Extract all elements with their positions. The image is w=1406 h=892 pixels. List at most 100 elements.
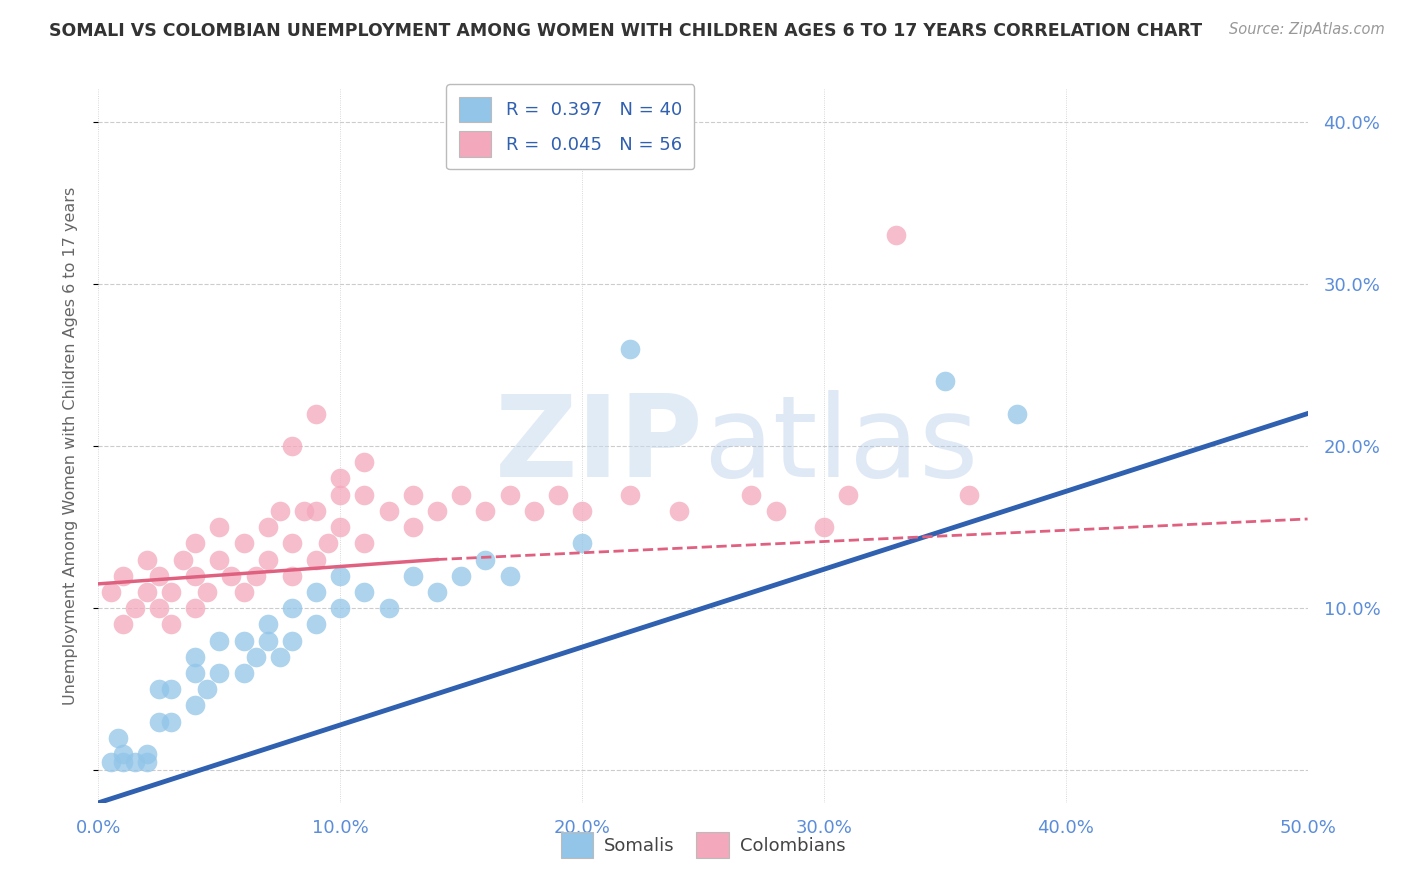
- Point: [135, 585, 157, 599]
- Point: [256, 552, 278, 566]
- Point: [111, 617, 134, 632]
- Point: [172, 552, 194, 566]
- Point: [111, 756, 134, 770]
- Point: [281, 536, 304, 550]
- Text: ZIP: ZIP: [495, 391, 703, 501]
- Point: [184, 568, 207, 582]
- Point: [426, 585, 449, 599]
- Point: [135, 552, 157, 566]
- Point: [402, 568, 425, 582]
- Point: [377, 504, 399, 518]
- Point: [107, 731, 129, 745]
- Point: [124, 601, 146, 615]
- Point: [148, 601, 170, 615]
- Point: [148, 568, 170, 582]
- Point: [184, 649, 207, 664]
- Point: [353, 455, 375, 469]
- Point: [245, 649, 267, 664]
- Point: [329, 601, 352, 615]
- Text: atlas: atlas: [703, 391, 979, 501]
- Point: [148, 714, 170, 729]
- Point: [329, 520, 352, 534]
- Point: [353, 536, 375, 550]
- Point: [305, 552, 328, 566]
- Point: [148, 682, 170, 697]
- Point: [934, 374, 956, 388]
- Point: [450, 488, 472, 502]
- Point: [184, 536, 207, 550]
- Point: [740, 488, 762, 502]
- Point: [281, 633, 304, 648]
- Point: [160, 617, 183, 632]
- Point: [111, 747, 134, 761]
- Point: [886, 228, 908, 243]
- Point: [124, 756, 146, 770]
- Point: [377, 601, 399, 615]
- Point: [571, 504, 593, 518]
- Point: [135, 747, 157, 761]
- Point: [184, 666, 207, 681]
- Point: [619, 488, 641, 502]
- Point: [498, 568, 520, 582]
- Point: [547, 488, 569, 502]
- Point: [305, 407, 328, 421]
- Point: [256, 520, 278, 534]
- Point: [160, 585, 183, 599]
- Point: [221, 568, 243, 582]
- Y-axis label: Unemployment Among Women with Children Ages 6 to 17 years: Unemployment Among Women with Children A…: [63, 187, 77, 705]
- Point: [316, 536, 339, 550]
- Point: [208, 633, 231, 648]
- Text: Source: ZipAtlas.com: Source: ZipAtlas.com: [1229, 22, 1385, 37]
- Point: [195, 585, 218, 599]
- Point: [619, 342, 641, 356]
- Point: [523, 504, 546, 518]
- Point: [498, 488, 520, 502]
- Point: [281, 439, 304, 453]
- Point: [208, 520, 231, 534]
- Point: [269, 649, 291, 664]
- Point: [305, 617, 328, 632]
- Point: [269, 504, 291, 518]
- Point: [135, 756, 157, 770]
- Point: [111, 568, 134, 582]
- Point: [668, 504, 690, 518]
- Point: [232, 633, 254, 648]
- Point: [100, 585, 122, 599]
- Legend: Somalis, Colombians: Somalis, Colombians: [554, 825, 852, 865]
- Point: [837, 488, 859, 502]
- Text: SOMALI VS COLOMBIAN UNEMPLOYMENT AMONG WOMEN WITH CHILDREN AGES 6 TO 17 YEARS CO: SOMALI VS COLOMBIAN UNEMPLOYMENT AMONG W…: [49, 22, 1202, 40]
- Point: [208, 666, 231, 681]
- Point: [100, 756, 122, 770]
- Point: [281, 568, 304, 582]
- Point: [245, 568, 267, 582]
- Point: [232, 536, 254, 550]
- Point: [474, 552, 496, 566]
- Point: [160, 682, 183, 697]
- Point: [195, 682, 218, 697]
- Point: [957, 488, 980, 502]
- Point: [184, 601, 207, 615]
- Point: [208, 552, 231, 566]
- Point: [402, 488, 425, 502]
- Point: [256, 633, 278, 648]
- Point: [232, 666, 254, 681]
- Point: [256, 617, 278, 632]
- Point: [329, 471, 352, 485]
- Point: [571, 536, 593, 550]
- Point: [329, 488, 352, 502]
- Point: [450, 568, 472, 582]
- Point: [813, 520, 835, 534]
- Point: [765, 504, 787, 518]
- Point: [402, 520, 425, 534]
- Point: [305, 585, 328, 599]
- Point: [160, 714, 183, 729]
- Point: [1007, 407, 1029, 421]
- Point: [426, 504, 449, 518]
- Point: [329, 568, 352, 582]
- Point: [474, 504, 496, 518]
- Point: [292, 504, 315, 518]
- Point: [353, 585, 375, 599]
- Point: [232, 585, 254, 599]
- Point: [305, 504, 328, 518]
- Point: [281, 601, 304, 615]
